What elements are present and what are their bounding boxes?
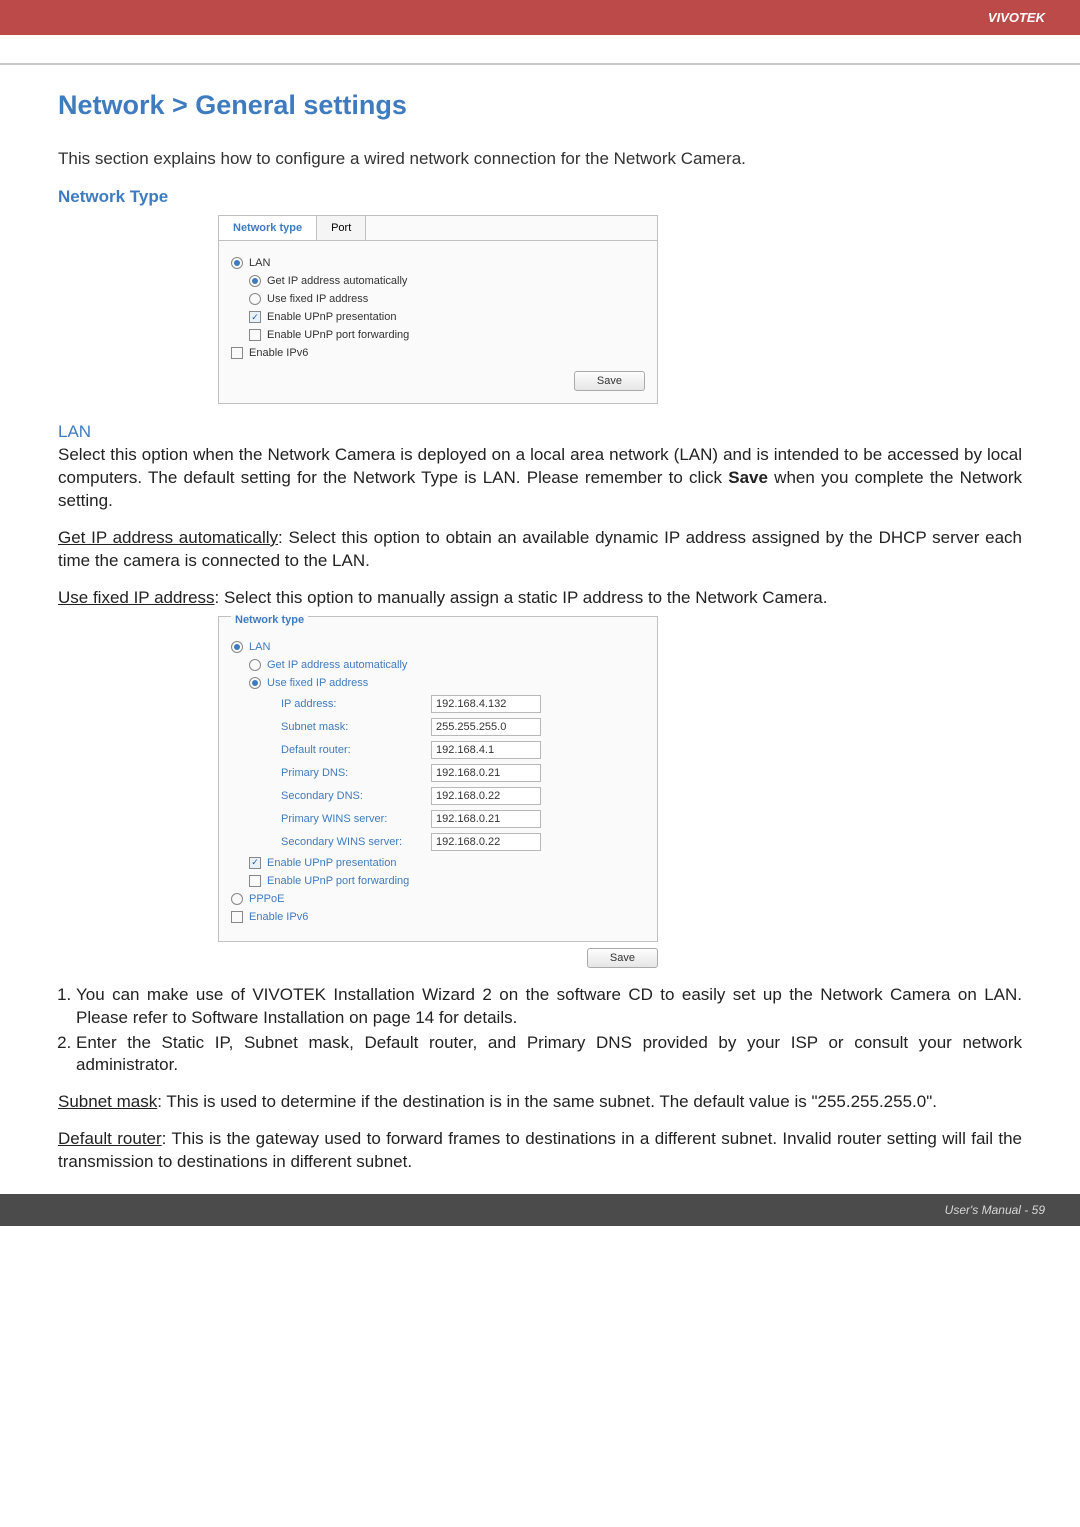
radio-auto-ip2-icon[interactable]	[249, 659, 261, 671]
p2-upnp-pres-row[interactable]: Enable UPnP presentation	[249, 857, 645, 869]
p2-fixed-ip-row[interactable]: Use fixed IP address	[249, 677, 645, 689]
upnp-pres-label: Enable UPnP presentation	[267, 311, 396, 323]
lan-p2a: Get IP address automatically	[58, 528, 278, 547]
upnp-fwd-row[interactable]: Enable UPnP port forwarding	[249, 329, 645, 341]
dr-a: Default router	[58, 1129, 162, 1148]
p2-auto-ip-row[interactable]: Get IP address automatically	[249, 659, 645, 671]
lan-heading: LAN	[58, 422, 1022, 442]
checkbox-ipv6-icon[interactable]	[231, 347, 243, 359]
lan-p1b: Save	[728, 468, 768, 487]
footer-bar: User's Manual - 59	[0, 1194, 1080, 1226]
panel2-legend: Network type	[231, 614, 308, 626]
p2-pppoe-label: PPPoE	[249, 893, 284, 905]
tab-port[interactable]: Port	[317, 216, 366, 240]
field-sdns: Secondary DNS:	[281, 787, 645, 805]
field-swins-input[interactable]	[431, 833, 541, 851]
tab-bar: Network type Port	[219, 216, 657, 241]
upnp-pres-row[interactable]: Enable UPnP presentation	[249, 311, 645, 323]
list-item-1: You can make use of VIVOTEK Installation…	[76, 984, 1022, 1030]
lan-radio-row[interactable]: LAN	[231, 257, 645, 269]
intro-text: This section explains how to configure a…	[58, 149, 1022, 169]
instructions-list: You can make use of VIVOTEK Installation…	[76, 984, 1022, 1078]
lan-para-3: Use fixed IP address: Select this option…	[58, 587, 1022, 610]
checkbox-upnp-pres2-icon[interactable]	[249, 857, 261, 869]
radio-pppoe-icon[interactable]	[231, 893, 243, 905]
save-row-2: Save	[218, 948, 658, 968]
field-ip: IP address:	[281, 695, 645, 713]
p2-ipv6-label: Enable IPv6	[249, 911, 308, 923]
radio-fixed-ip-icon[interactable]	[249, 293, 261, 305]
p2-upnp-fwd-row[interactable]: Enable UPnP port forwarding	[249, 875, 645, 887]
panel2-wrap: Network type LAN Get IP address automati…	[218, 616, 1022, 968]
field-pdns-label: Primary DNS:	[281, 767, 431, 779]
checkbox-upnp-fwd-icon[interactable]	[249, 329, 261, 341]
dr-b: : This is the gateway used to forward fr…	[58, 1129, 1022, 1171]
field-pwins-input[interactable]	[431, 810, 541, 828]
p2-upnp-fwd-label: Enable UPnP port forwarding	[267, 875, 409, 887]
panel1-wrap: Network type Port LAN Get IP address aut…	[218, 215, 1022, 404]
field-sdns-label: Secondary DNS:	[281, 790, 431, 802]
radio-fixed-ip2-icon[interactable]	[249, 677, 261, 689]
radio-lan2-icon[interactable]	[231, 641, 243, 653]
field-pdns: Primary DNS:	[281, 764, 645, 782]
field-router-input[interactable]	[431, 741, 541, 759]
upnp-fwd-label: Enable UPnP port forwarding	[267, 329, 409, 341]
save-button-2[interactable]: Save	[587, 948, 658, 968]
p2-lan-label: LAN	[249, 641, 270, 653]
p2-lan-row[interactable]: LAN	[231, 641, 645, 653]
header-bar: VIVOTEK	[0, 0, 1080, 35]
field-subnet-input[interactable]	[431, 718, 541, 736]
p2-fixed-ip-label: Use fixed IP address	[267, 677, 368, 689]
lan-p3b: : Select this option to manually assign …	[215, 588, 828, 607]
lan-p3a: Use fixed IP address	[58, 588, 215, 607]
ipv6-row[interactable]: Enable IPv6	[231, 347, 645, 359]
field-pwins: Primary WINS server:	[281, 810, 645, 828]
panel1-body: LAN Get IP address automatically Use fix…	[219, 241, 657, 403]
panel2: Network type LAN Get IP address automati…	[218, 616, 658, 942]
p2-auto-ip-label: Get IP address automatically	[267, 659, 407, 671]
field-router-label: Default router:	[281, 744, 431, 756]
field-ip-label: IP address:	[281, 698, 431, 710]
field-swins: Secondary WINS server:	[281, 833, 645, 851]
tab-network-type[interactable]: Network type	[219, 216, 317, 240]
save-row-1: Save	[231, 371, 645, 391]
p2-ipv6-row[interactable]: Enable IPv6	[231, 911, 645, 923]
fixed-ip-row[interactable]: Use fixed IP address	[249, 293, 645, 305]
page-content: Network > General settings This section …	[0, 65, 1080, 1174]
p2-pppoe-row[interactable]: PPPoE	[231, 893, 645, 905]
checkbox-upnp-fwd2-icon[interactable]	[249, 875, 261, 887]
sm-a: Subnet mask	[58, 1092, 157, 1111]
ipv6-label: Enable IPv6	[249, 347, 308, 359]
lan-label: LAN	[249, 257, 270, 269]
save-button[interactable]: Save	[574, 371, 645, 391]
page-title: Network > General settings	[58, 90, 1022, 121]
sm-b: : This is used to determine if the desti…	[157, 1092, 937, 1111]
fixed-ip-label: Use fixed IP address	[267, 293, 368, 305]
checkbox-upnp-pres-icon[interactable]	[249, 311, 261, 323]
field-router: Default router:	[281, 741, 645, 759]
field-pdns-input[interactable]	[431, 764, 541, 782]
subnet-para: Subnet mask: This is used to determine i…	[58, 1091, 1022, 1114]
list-item-2: Enter the Static IP, Subnet mask, Defaul…	[76, 1032, 1022, 1078]
p2-upnp-pres-label: Enable UPnP presentation	[267, 857, 396, 869]
radio-auto-ip-icon[interactable]	[249, 275, 261, 287]
checkbox-ipv62-icon[interactable]	[231, 911, 243, 923]
radio-lan-icon[interactable]	[231, 257, 243, 269]
auto-ip-label: Get IP address automatically	[267, 275, 407, 287]
field-subnet: Subnet mask:	[281, 718, 645, 736]
field-pwins-label: Primary WINS server:	[281, 813, 431, 825]
router-para: Default router: This is the gateway used…	[58, 1128, 1022, 1174]
auto-ip-row[interactable]: Get IP address automatically	[249, 275, 645, 287]
footer-text: User's Manual - 59	[945, 1203, 1045, 1217]
panel1: Network type Port LAN Get IP address aut…	[218, 215, 658, 404]
brand-label: VIVOTEK	[988, 10, 1045, 25]
lan-para-2: Get IP address automatically: Select thi…	[58, 527, 1022, 573]
field-ip-input[interactable]	[431, 695, 541, 713]
field-sdns-input[interactable]	[431, 787, 541, 805]
lan-para-1: Select this option when the Network Came…	[58, 444, 1022, 513]
network-type-heading: Network Type	[58, 187, 1022, 207]
field-subnet-label: Subnet mask:	[281, 721, 431, 733]
field-swins-label: Secondary WINS server:	[281, 836, 431, 848]
